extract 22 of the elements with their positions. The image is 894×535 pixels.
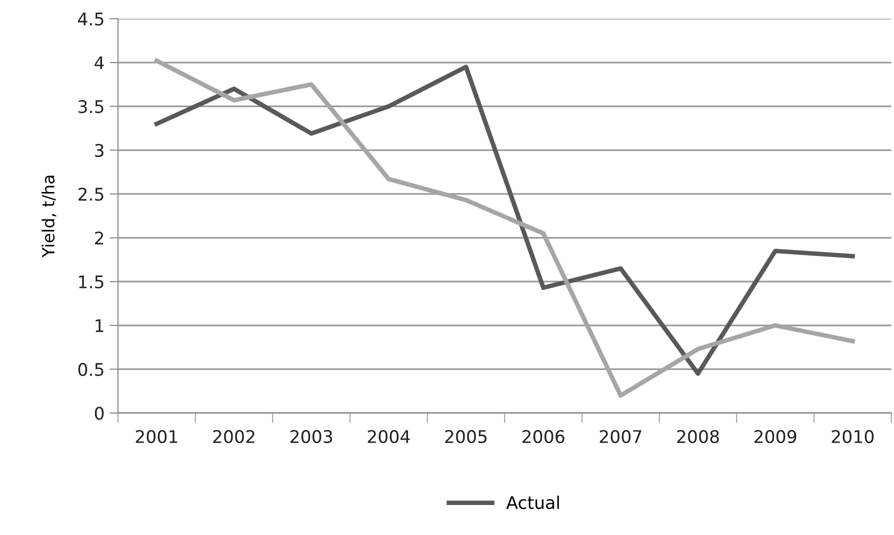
x-tick-label: 2010	[832, 430, 874, 444]
x-tick-label: 2006	[522, 430, 564, 444]
y-axis-title: Yield, t/ha	[42, 176, 56, 258]
y-tick-label: 2	[95, 231, 104, 244]
y-tick-label: 1.5	[79, 276, 104, 288]
x-tick-label: 2007	[600, 430, 642, 444]
legend-label: Actual	[506, 496, 559, 510]
x-tick-label: 2004	[368, 430, 410, 444]
x-tick-label: 2008	[677, 430, 719, 444]
y-tick-label: 3.5	[78, 100, 104, 114]
x-tick-label: 2005	[445, 430, 487, 444]
y-tick-label: 4	[94, 56, 104, 70]
x-tick-label: 2002	[213, 430, 254, 444]
y-tick-label: 0	[94, 406, 104, 420]
y-tick-label: 3	[95, 144, 104, 157]
x-tick-label: 2001	[136, 430, 178, 444]
y-tick-label: 0.5	[78, 362, 104, 376]
y-tick-label: 4.5	[78, 12, 104, 26]
y-tick-label: 2.5	[78, 188, 104, 201]
x-tick-label: 2009	[754, 430, 796, 444]
x-tick-label: 2003	[290, 430, 332, 444]
y-tick-label: 1	[96, 319, 104, 332]
